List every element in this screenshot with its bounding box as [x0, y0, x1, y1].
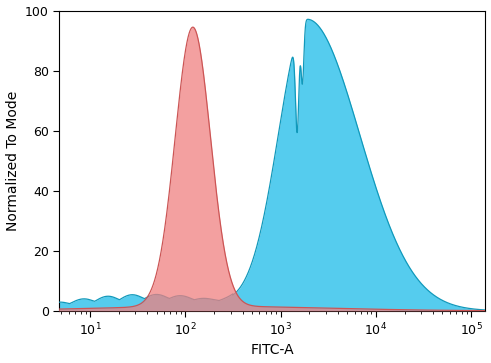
X-axis label: FITC-A: FITC-A: [250, 343, 294, 358]
Y-axis label: Normalized To Mode: Normalized To Mode: [5, 91, 20, 231]
